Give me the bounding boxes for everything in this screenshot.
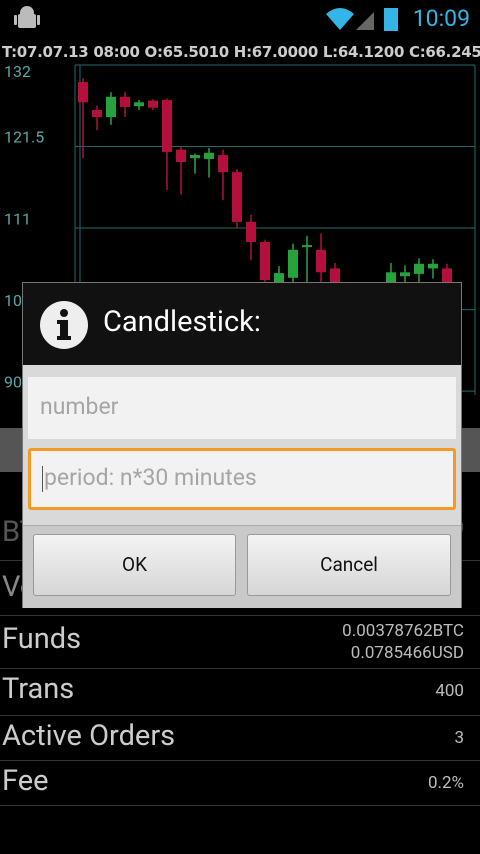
period-input[interactable]: period: n*30 minutes: [28, 448, 456, 510]
battery-icon: [384, 8, 398, 31]
candle-body: [218, 155, 228, 173]
y-tick-label: 132: [4, 62, 31, 81]
candle-body: [442, 268, 452, 285]
status-bar: 10:09: [0, 0, 480, 38]
info-row: Active Orders 3: [0, 715, 480, 761]
row-value: 0.00378762BTC 0.0785466USD: [342, 620, 464, 664]
dialog: Candlestick: number period: n*30 minutes…: [22, 282, 462, 608]
placeholder: period: n*30 minutes: [44, 464, 257, 491]
info-row: Trans 400: [0, 668, 480, 716]
row-label: Active Orders: [2, 719, 176, 753]
value-line: 0.0785466USD: [350, 643, 464, 663]
y-tick-label: 121.5: [4, 128, 44, 147]
android-icon: [14, 6, 40, 28]
number-input[interactable]: number: [28, 377, 456, 439]
candle-body: [302, 245, 312, 248]
y-tick-label: 111: [4, 209, 31, 228]
text-cursor: [42, 465, 43, 492]
candle-body: [232, 172, 242, 222]
candle-body: [386, 272, 396, 284]
candle-body: [106, 96, 116, 118]
candle-body: [414, 263, 424, 274]
candle-body: [428, 263, 438, 269]
ok-button[interactable]: OK: [33, 534, 236, 596]
candle-header: T:07.07.13 08:00 O:65.5010 H:67.0000 L:6…: [2, 43, 480, 61]
candle-body: [148, 100, 158, 108]
candle-body: [78, 82, 88, 103]
candle-body: [400, 272, 410, 277]
row-label: Trans: [2, 672, 75, 706]
button-bar: [0, 428, 22, 472]
candle-body: [134, 102, 144, 107]
value-line: 0.00378762BTC: [342, 621, 464, 641]
info-row: Funds 0.00378762BTC 0.0785466USD: [0, 615, 480, 669]
dialog-buttons: OK Cancel: [23, 525, 461, 608]
wifi-icon: [326, 8, 354, 30]
candle-body: [92, 110, 102, 118]
candle-body: [288, 249, 298, 278]
dialog-title: Candlestick:: [103, 305, 261, 339]
signal-icon: [356, 12, 374, 30]
candle-body: [162, 99, 172, 152]
value-line: 0.2%: [427, 773, 464, 793]
candle-body: [120, 96, 130, 107]
row-label: Funds: [2, 622, 82, 656]
button-bar: [462, 428, 480, 472]
cancel-button[interactable]: Cancel: [247, 534, 451, 596]
candle-body: [204, 152, 214, 159]
candle-body: [316, 249, 326, 273]
status-icons: [14, 6, 398, 31]
info-row: Fee 0.2%: [0, 760, 480, 806]
info-icon: [40, 301, 88, 349]
clock: 10:09: [412, 5, 470, 32]
row-value: 400: [435, 680, 464, 702]
candle-body: [190, 155, 200, 159]
row-value: 3: [454, 727, 464, 749]
value-line: 3: [454, 728, 464, 748]
y-tick-label: 90: [4, 372, 22, 391]
dialog-header: Candlestick:: [23, 283, 461, 365]
candle-body: [176, 149, 186, 163]
row-label: Fee: [2, 764, 49, 798]
candle-body: [274, 273, 284, 283]
candle-body: [260, 242, 270, 281]
candle-body: [246, 221, 256, 243]
row-value: 0.2%: [428, 772, 464, 794]
dialog-body: number period: n*30 minutes OK Cancel: [23, 365, 461, 608]
value-line: 400: [435, 681, 464, 701]
